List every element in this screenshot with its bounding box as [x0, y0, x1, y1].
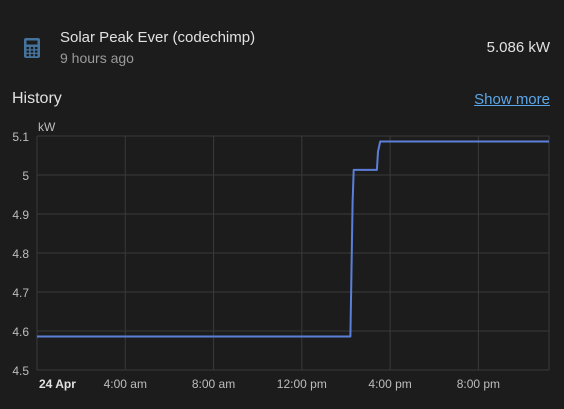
series-line: [37, 140, 549, 338]
show-more-link[interactable]: Show more: [474, 91, 550, 108]
x-tick-label: 4:00 am: [104, 377, 147, 391]
x-tick-label: 4:00 pm: [368, 377, 411, 391]
entity-value: 5.086 kW: [486, 39, 550, 56]
y-tick-label: 4.7: [12, 286, 29, 300]
entity-row[interactable]: Solar Peak Ever (codechimp) 9 hours ago …: [0, 0, 564, 80]
x-tick-label: 8:00 am: [192, 377, 235, 391]
y-axis-label: kW: [38, 120, 56, 134]
y-tick-label: 5.1: [12, 130, 29, 144]
x-tick-label: 12:00 pm: [277, 377, 327, 391]
history-title: History: [12, 90, 62, 107]
y-tick-label: 4.9: [12, 208, 29, 222]
y-tick-label: 4.6: [12, 325, 29, 339]
y-tick-label: 4.8: [12, 247, 29, 261]
y-tick-label: 4.5: [12, 364, 29, 378]
x-tick-label: 24 Apr: [39, 377, 76, 391]
y-tick-label: 5: [22, 169, 29, 183]
calculator-icon: [24, 38, 40, 58]
x-tick-label: 8:00 pm: [457, 377, 500, 391]
entity-name: Solar Peak Ever (codechimp): [60, 29, 256, 46]
last-changed: 9 hours ago: [60, 50, 134, 66]
